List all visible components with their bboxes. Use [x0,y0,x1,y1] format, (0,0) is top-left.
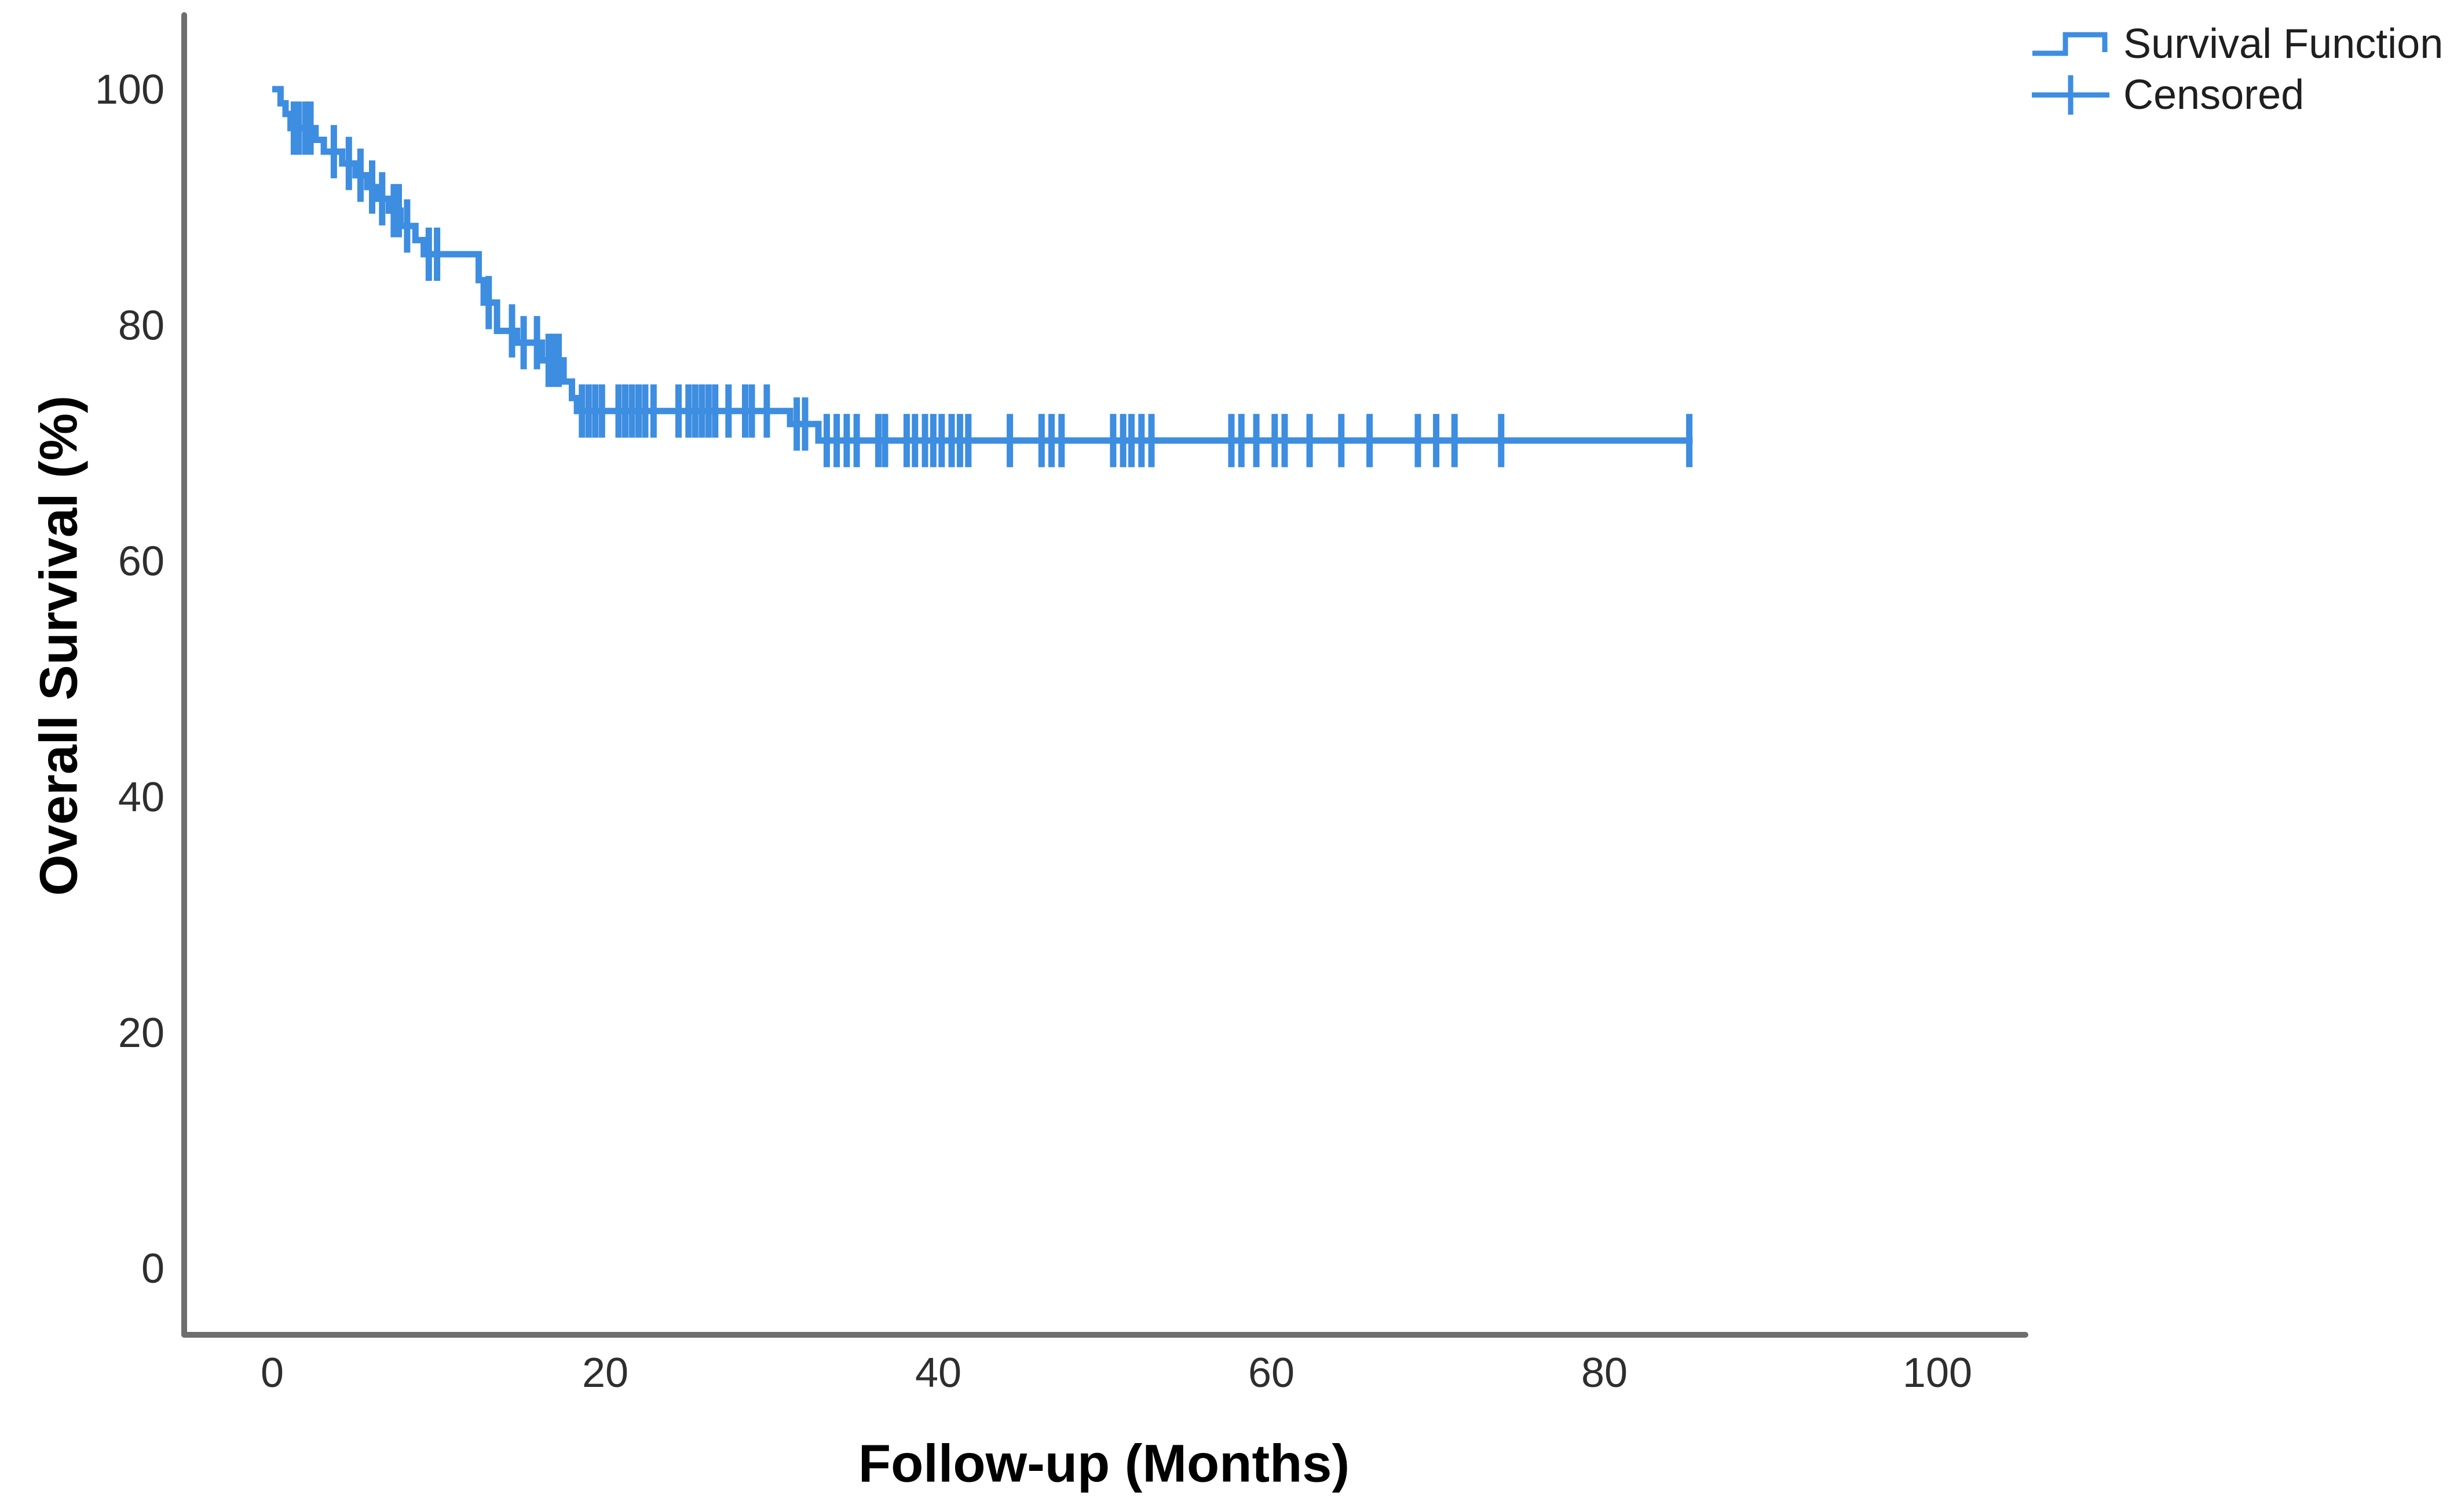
x-tick-label: 20 [582,1350,628,1396]
x-tick-label: 60 [1248,1350,1295,1396]
legend-label-censored: Censored [2123,72,2305,118]
step-line-icon [2032,32,2108,56]
y-tick-label: 80 [118,302,164,349]
y-tick-label: 40 [118,774,164,821]
legend-item-survival-function: Survival Function [2031,19,2443,69]
y-tick-label: 60 [118,539,164,585]
x-axis-title: Follow-up (Months) [858,1434,1350,1493]
y-tick-label: 0 [141,1246,164,1292]
legend-label-survival-function: Survival Function [2123,21,2444,67]
survival-curve [272,86,1693,444]
x-tick-label: 100 [1903,1350,1972,1396]
plus-cross-icon [2032,75,2109,115]
y-axis-title: Overall Survival (%) [29,395,89,896]
censored-marks [290,101,1693,467]
x-tick-label: 80 [1581,1350,1628,1396]
x-tick-label: 40 [915,1350,961,1396]
legend: Survival Function Censored [2031,19,2443,120]
legend-item-censored: Censored [2031,69,2443,120]
x-tick-label: 0 [261,1350,284,1396]
y-tick-label: 20 [118,1010,164,1056]
y-tick-label: 100 [95,67,164,113]
axis-frame [181,12,2028,1338]
